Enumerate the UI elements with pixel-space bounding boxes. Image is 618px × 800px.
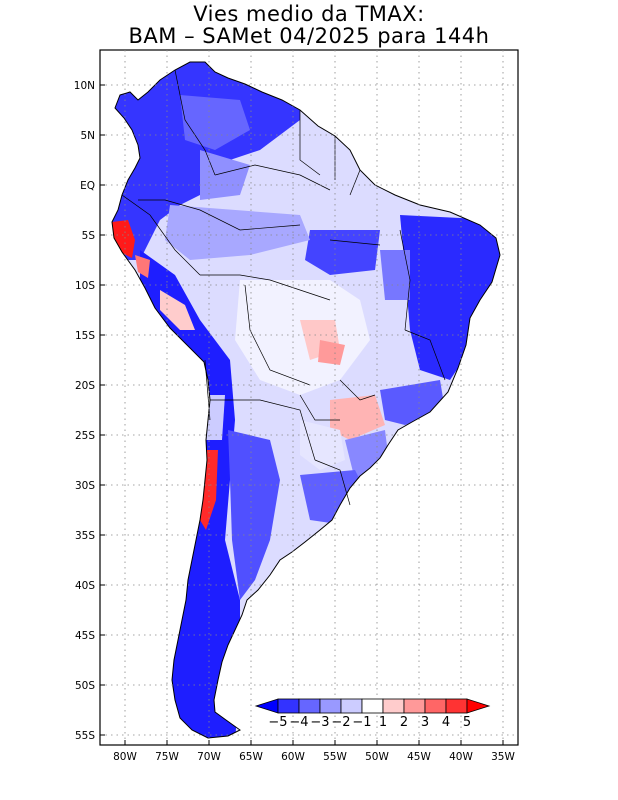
lat-label: 50S bbox=[75, 680, 95, 692]
colorbar-label: −4 bbox=[289, 715, 308, 730]
lat-label: 10S bbox=[75, 280, 95, 292]
colorbar-swatch bbox=[277, 698, 300, 714]
colorbar-label: 2 bbox=[400, 715, 408, 730]
colorbar-label: 3 bbox=[421, 715, 429, 730]
colorbar-label: 1 bbox=[379, 715, 387, 730]
map-title-line-1: Vies medio da TMAX: bbox=[193, 2, 425, 26]
colorbar-swatch bbox=[361, 698, 384, 714]
lon-label: 55W bbox=[323, 751, 347, 763]
tick-marks bbox=[100, 84, 504, 745]
latitude-labels: 10N 5N EQ 5S 10S 15S 20S 25S 30S 35S 40S… bbox=[74, 80, 96, 742]
longitude-labels: 80W 75W 70W 65W 60W 55W 50W 45W 40W 35W bbox=[113, 751, 515, 763]
colorbar-label: −5 bbox=[268, 715, 287, 730]
colorbar-label: −1 bbox=[352, 715, 371, 730]
lat-label: 45S bbox=[75, 630, 95, 642]
lon-label: 75W bbox=[155, 751, 179, 763]
lon-label: 45W bbox=[407, 751, 431, 763]
lat-label: 30S bbox=[75, 480, 95, 492]
lon-label: 65W bbox=[239, 751, 263, 763]
lon-label: 40W bbox=[449, 751, 473, 763]
map-title-line-2: BAM – SAMet 04/2025 para 144h bbox=[128, 24, 490, 48]
lat-label: 5N bbox=[80, 130, 95, 142]
colorbar-swatch bbox=[298, 698, 321, 714]
colorbar-label: −2 bbox=[331, 715, 350, 730]
colorbar-swatch bbox=[340, 698, 363, 714]
lon-label: 35W bbox=[491, 751, 515, 763]
lat-label: 10N bbox=[74, 80, 95, 92]
colorbar-swatch bbox=[382, 698, 405, 714]
colorbar-swatch bbox=[319, 698, 342, 714]
lat-label: 5S bbox=[82, 230, 96, 242]
lat-label: 35S bbox=[75, 530, 95, 542]
lon-label: 50W bbox=[365, 751, 389, 763]
colorbar-label: 5 bbox=[463, 715, 471, 730]
lon-label: 80W bbox=[113, 751, 137, 763]
colorbar-swatch bbox=[424, 698, 447, 714]
bias-field bbox=[112, 62, 500, 738]
lat-label: 25S bbox=[75, 430, 95, 442]
lat-label: 20S bbox=[75, 380, 95, 392]
lat-label: 40S bbox=[75, 580, 95, 592]
colorbar-swatch bbox=[403, 698, 426, 714]
lat-label: 15S bbox=[75, 330, 95, 342]
colorbar-swatch bbox=[445, 698, 468, 714]
colorbar: −5 −4 −3 −2 −1 1 2 3 4 5 bbox=[254, 698, 491, 730]
lon-label: 70W bbox=[197, 751, 221, 763]
gridlines bbox=[100, 50, 518, 745]
colorbar-label: −3 bbox=[310, 715, 329, 730]
colorbar-arrow-high bbox=[466, 698, 491, 714]
colorbar-label: 4 bbox=[442, 715, 450, 730]
lon-label: 60W bbox=[281, 751, 305, 763]
lat-label: EQ bbox=[80, 180, 95, 192]
lat-label: 55S bbox=[75, 730, 95, 742]
